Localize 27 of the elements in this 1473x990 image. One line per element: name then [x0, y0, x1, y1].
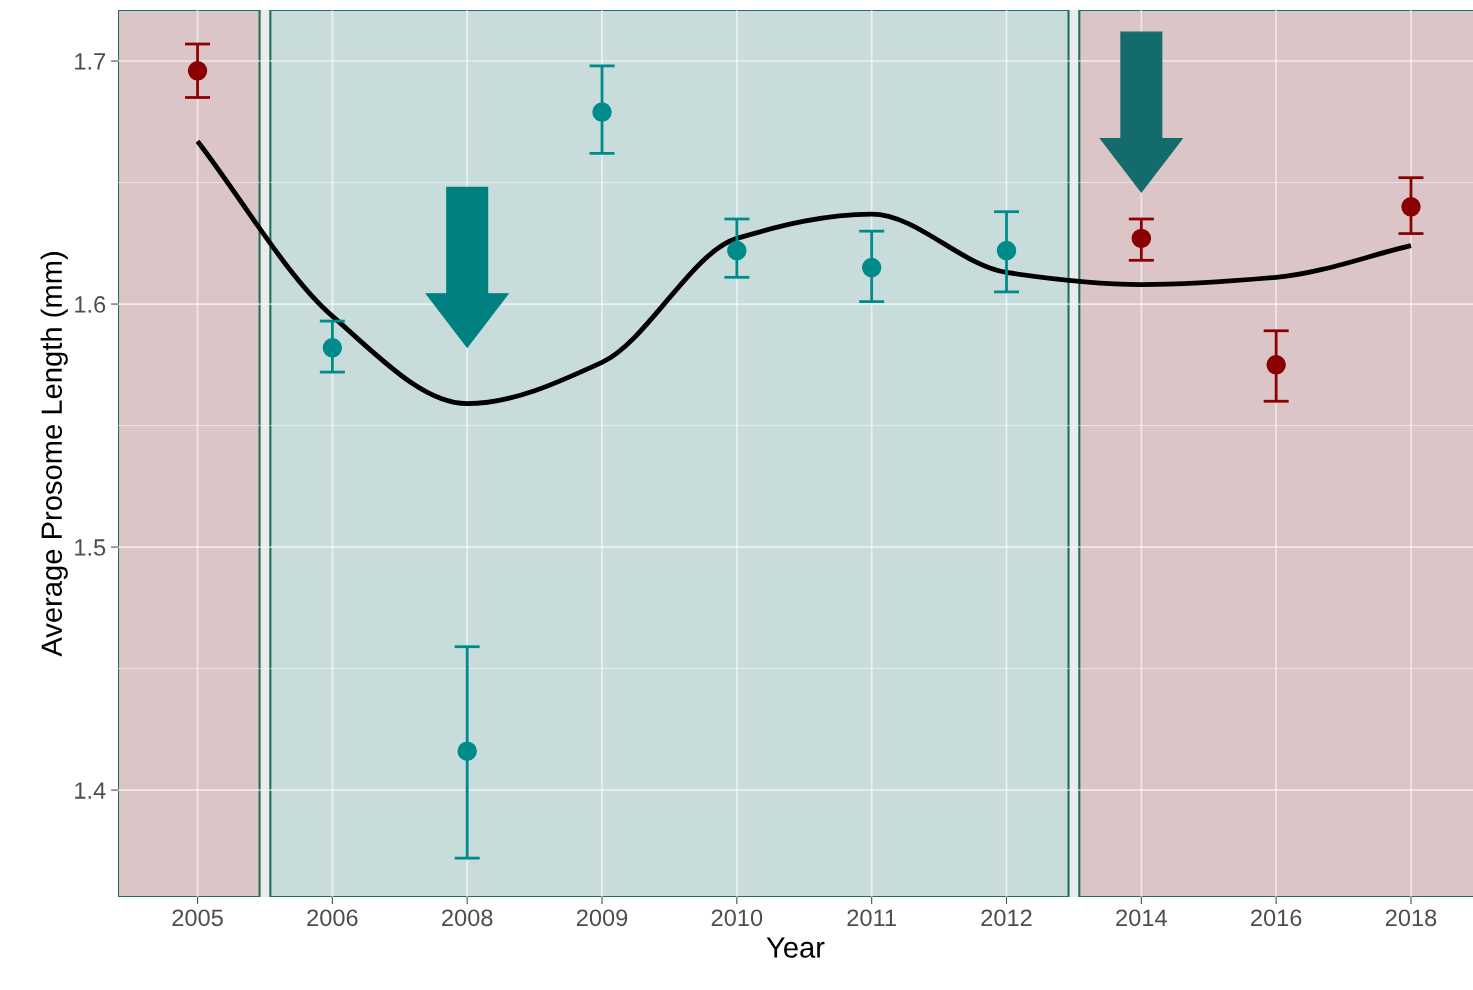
x-tick-label: 2008: [442, 909, 493, 927]
y-tick-label: 1.7: [75, 53, 106, 70]
point: [322, 338, 343, 358]
y-tick-label: 1.5: [75, 539, 106, 556]
x-tick-label: 2014: [1116, 909, 1167, 927]
x-tick-label: 2010: [711, 909, 763, 927]
point: [592, 102, 612, 122]
line-series: [195, 138, 1414, 407]
point: [1131, 228, 1152, 249]
x-tick-label: 2012: [981, 909, 1032, 927]
y-tick-label: 1.4: [75, 782, 106, 799]
point: [996, 240, 1017, 261]
x-tick-label: 2016: [1251, 909, 1302, 927]
x-tick-label: 2005: [172, 909, 223, 927]
x-axis-title: Year: [766, 937, 825, 958]
point: [457, 741, 477, 761]
point: [187, 61, 208, 81]
x-tick-label: 2018: [1385, 909, 1437, 927]
x-tick-label: 2009: [576, 909, 628, 927]
y-axis-title: Average Prosome Length (mm): [40, 252, 68, 657]
x-tick-label: 2011: [847, 909, 896, 927]
point: [1266, 355, 1286, 375]
point: [1401, 197, 1421, 217]
point: [727, 240, 747, 261]
y-tick-label: 1.6: [75, 296, 106, 313]
point: [861, 257, 882, 278]
x-tick-label: 2006: [307, 909, 358, 927]
